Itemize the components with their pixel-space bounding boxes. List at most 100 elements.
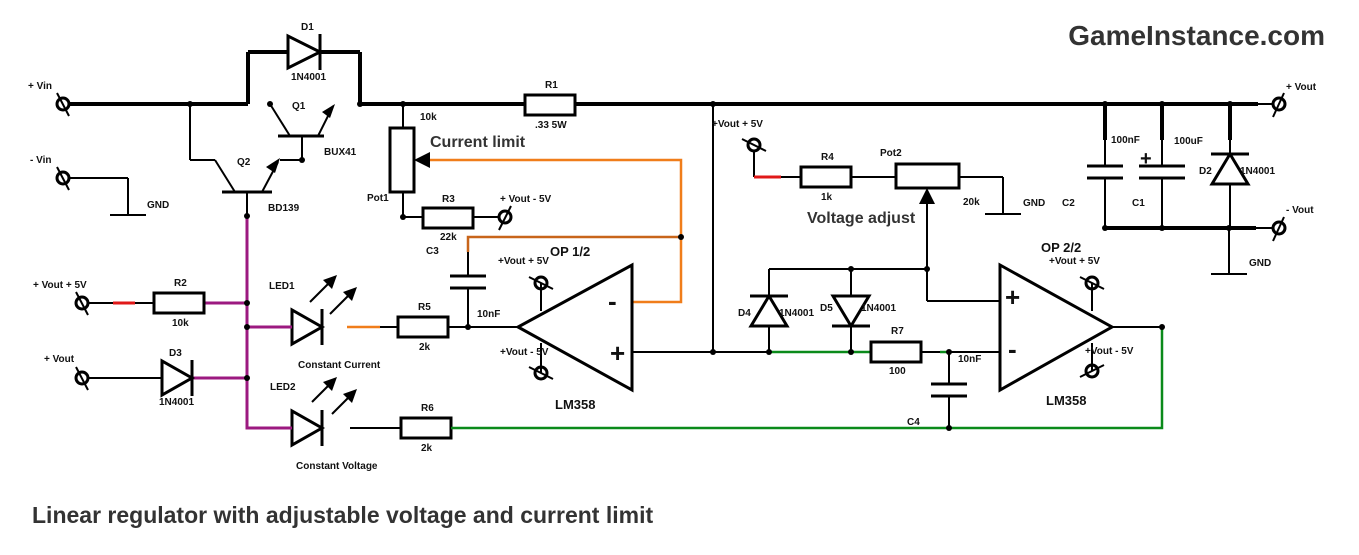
r6-name: R6	[421, 403, 434, 414]
r7-value: 100	[889, 366, 906, 377]
q1-value: BUX41	[324, 147, 357, 158]
resistor-r2	[152, 291, 206, 315]
op1-label: OP 1/2	[550, 244, 590, 259]
d3-value: 1N4001	[159, 397, 194, 408]
vin-minus-label: - Vin	[30, 155, 51, 166]
led1-name: LED1	[269, 281, 295, 292]
c1-polarity: +	[1140, 148, 1152, 170]
q2-name: Q2	[237, 157, 251, 168]
vout-minus-label: - Vout	[1286, 205, 1314, 216]
op2-minus: -	[1008, 334, 1017, 364]
vout-plus5-terminal-r4	[741, 137, 767, 153]
capacitor-c3	[450, 252, 486, 327]
r4-value: 1k	[821, 192, 833, 203]
vout-label-left: + Vout	[44, 354, 75, 365]
resistor-r5	[396, 315, 450, 339]
d4-name: D4	[738, 308, 751, 319]
resistor-r6	[399, 416, 453, 440]
current-limit-label: Current limit	[430, 134, 526, 151]
c3-value: 10nF	[477, 309, 500, 320]
vout-terminal-left	[74, 366, 90, 391]
voltage-sense-loop	[451, 327, 1164, 430]
op2-vm-label: +Vout - 5V	[1085, 346, 1134, 357]
vout-p5-label-left: + Vout + 5V	[33, 280, 87, 291]
negative-bus	[70, 177, 1272, 230]
vout-plus-terminal[interactable]	[1271, 92, 1287, 118]
r1-value: .33 5W	[535, 120, 567, 131]
d2-name: D2	[1199, 166, 1212, 177]
diode-d5	[830, 269, 872, 352]
op1-supply-neg	[528, 365, 554, 381]
diode-d4	[748, 269, 790, 352]
pot1-name: Pot1	[367, 193, 389, 204]
gnd-label-left: GND	[147, 200, 169, 211]
capacitor-c1	[1139, 140, 1185, 228]
r4-supply-label: +Vout + 5V	[712, 119, 763, 130]
op2-label: OP 2/2	[1041, 240, 1081, 255]
op1-plus: +	[610, 338, 625, 368]
d3-name: D3	[169, 348, 182, 359]
c2-value: 100nF	[1111, 135, 1140, 146]
op2-supply-pos	[1079, 275, 1105, 291]
led-supply-rail	[192, 216, 292, 430]
vin-plus-label: + Vin	[28, 81, 52, 92]
r1-name: R1	[545, 80, 558, 91]
voltage-adjust-label: Voltage adjust	[807, 210, 916, 227]
led-2	[290, 377, 357, 448]
op1-vp-label: +Vout + 5V	[498, 256, 549, 267]
capacitor-c4	[931, 352, 967, 428]
d2-value: 1N4001	[1240, 166, 1275, 177]
potentiometer-pot2[interactable]	[894, 162, 961, 204]
d1-value: 1N4001	[291, 72, 326, 83]
op2-part: LM358	[1046, 393, 1086, 408]
c4-name: C4	[907, 417, 920, 428]
vout-minus-terminal[interactable]	[1271, 216, 1287, 242]
c4-value: 10nF	[958, 354, 981, 365]
op1-minus: -	[608, 286, 617, 316]
r2-value: 10k	[172, 318, 189, 329]
constant-voltage-label: Constant Voltage	[296, 461, 378, 472]
c2-name: C2	[1062, 198, 1075, 209]
potentiometer-pot1[interactable]	[388, 126, 430, 194]
diode-d1	[286, 33, 324, 71]
vout-plus-label: + Vout	[1286, 82, 1317, 93]
r4-name: R4	[821, 152, 834, 163]
d5-value: 1N4001	[861, 303, 896, 314]
pot2-name: Pot2	[880, 148, 902, 159]
op1-vm-label: +Vout - 5V	[500, 347, 549, 358]
diode-d3	[160, 358, 196, 398]
r3-value: 22k	[440, 232, 457, 243]
gnd-label-right: GND	[1249, 258, 1271, 269]
led2-name: LED2	[270, 382, 296, 393]
resistor-r7	[869, 340, 923, 364]
vin-minus-terminal[interactable]	[55, 166, 71, 191]
op2-plus: +	[1005, 282, 1020, 312]
r3-name: R3	[442, 194, 455, 205]
q1-name: Q1	[292, 101, 306, 112]
positive-bus	[70, 50, 1272, 106]
c3-name: C3	[426, 246, 439, 257]
vout-m5-label-1: + Vout - 5V	[500, 194, 552, 205]
vout-minus-5v-terminal-1	[497, 205, 513, 231]
vout-plus5-terminal-left	[74, 291, 90, 316]
op2-vp-label: +Vout + 5V	[1049, 256, 1100, 267]
c1-name: C1	[1132, 198, 1145, 209]
r5-value: 2k	[419, 342, 431, 353]
brand-watermark: GameInstance.com	[1068, 20, 1325, 51]
led-1	[290, 275, 357, 347]
op2-supply-neg	[1079, 363, 1105, 379]
junction-nodes	[187, 101, 1233, 431]
c1-value: 100uF	[1174, 136, 1203, 147]
q2-value: BD139	[268, 203, 300, 214]
transistor-q1	[269, 103, 335, 160]
diagram-caption: Linear regulator with adjustable voltage…	[32, 502, 654, 528]
capacitor-c2	[1087, 140, 1123, 228]
vin-plus-terminal[interactable]	[55, 92, 71, 117]
current-sense-loop	[347, 158, 683, 329]
op1-part: LM358	[555, 397, 595, 412]
constant-current-label: Constant Current	[298, 360, 381, 371]
resistor-r1	[523, 93, 577, 117]
pot2-value: 20k	[963, 197, 980, 208]
r5-name: R5	[418, 302, 431, 313]
r7-name: R7	[891, 326, 904, 337]
